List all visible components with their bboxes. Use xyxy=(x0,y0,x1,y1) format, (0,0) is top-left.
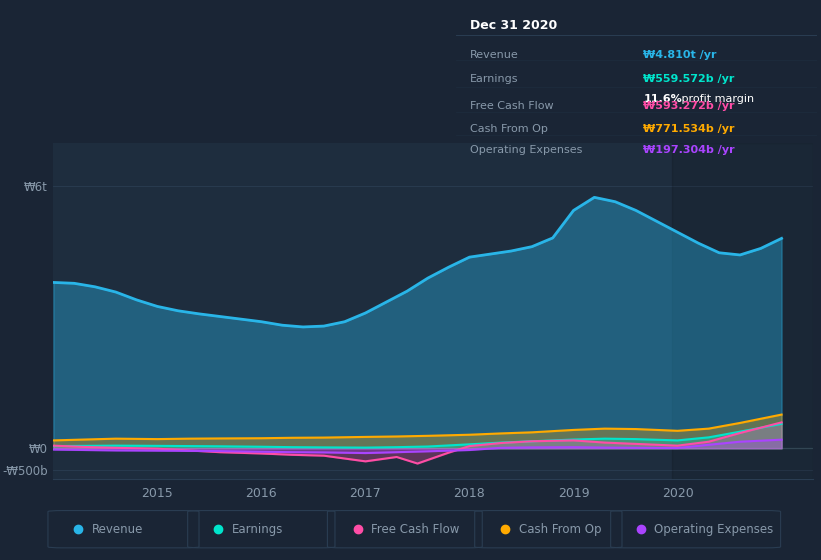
Text: Operating Expenses: Operating Expenses xyxy=(654,522,773,536)
Text: Operating Expenses: Operating Expenses xyxy=(470,145,582,155)
Bar xyxy=(672,143,813,479)
Text: Revenue: Revenue xyxy=(470,50,519,60)
Text: ₩4.810t /yr: ₩4.810t /yr xyxy=(644,50,717,60)
Text: profit margin: profit margin xyxy=(678,95,754,105)
Text: Dec 31 2020: Dec 31 2020 xyxy=(470,19,557,32)
Text: Earnings: Earnings xyxy=(470,74,519,85)
Text: ₩593.272b /yr: ₩593.272b /yr xyxy=(644,101,735,111)
Text: Free Cash Flow: Free Cash Flow xyxy=(470,101,553,111)
Text: ₩771.534b /yr: ₩771.534b /yr xyxy=(644,124,735,134)
Text: Cash From Op: Cash From Op xyxy=(519,522,601,536)
Text: Earnings: Earnings xyxy=(232,522,283,536)
Text: ₩197.304b /yr: ₩197.304b /yr xyxy=(644,145,735,155)
Text: 11.6%: 11.6% xyxy=(644,95,682,105)
Text: Cash From Op: Cash From Op xyxy=(470,124,548,134)
Text: ₩559.572b /yr: ₩559.572b /yr xyxy=(644,74,735,85)
Text: Revenue: Revenue xyxy=(92,522,143,536)
Text: Free Cash Flow: Free Cash Flow xyxy=(371,522,460,536)
